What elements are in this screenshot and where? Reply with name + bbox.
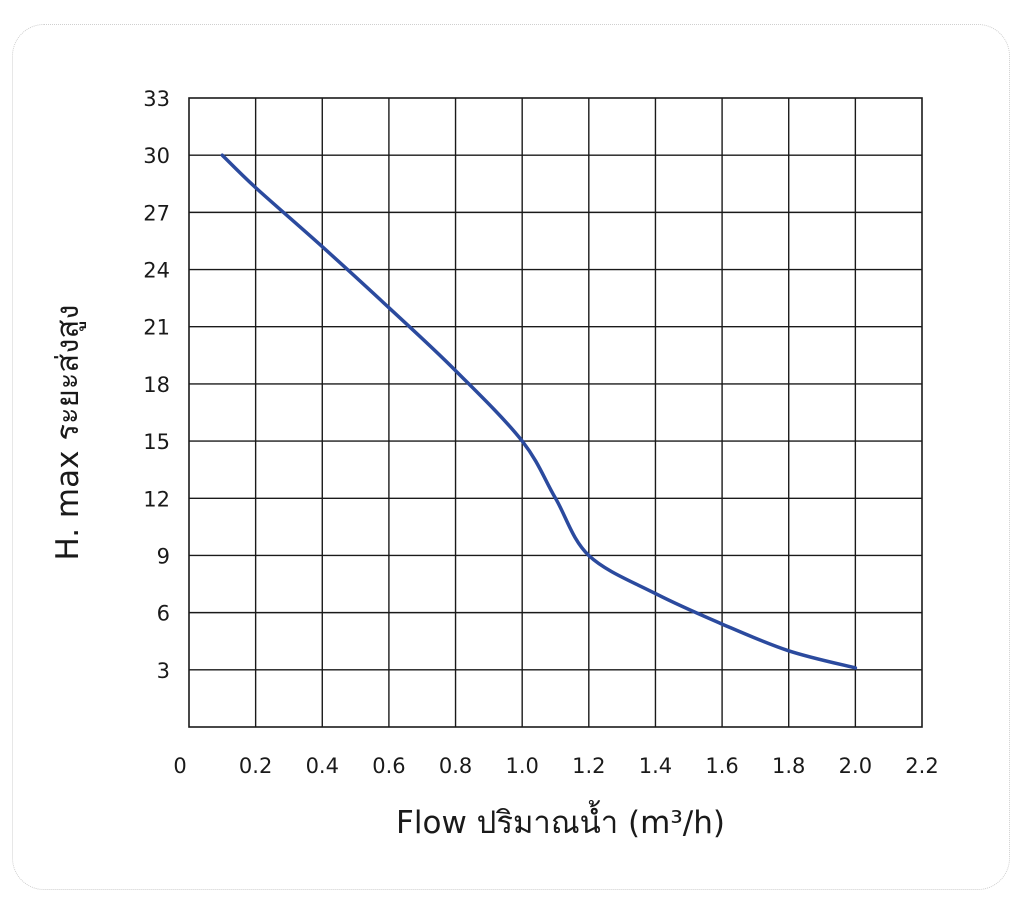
x-axis-title: Flow ปริมาณน้ำ (m³/h) [396,800,725,841]
y-tick-label: 18 [143,373,170,397]
y-tick-label: 15 [143,430,170,454]
x-axis-ticks: 0 0.2 0.4 0.6 0.8 1.0 1.2 1.4 1.6 1.8 2.0 2.2 [173,754,938,778]
y-tick-label: 6 [157,602,170,626]
y-tick-label: 12 [143,487,170,511]
y-tick-label: 24 [143,259,170,283]
x-tick-label: 0.8 [439,754,472,778]
y-tick-label: 27 [143,201,170,225]
x-tick-label: 2.0 [839,754,872,778]
y-tick-label: 9 [157,544,170,568]
x-tick-label: 1.2 [572,754,605,778]
y-tick-label: 3 [157,659,170,683]
y-tick-label: 30 [143,144,170,168]
chart-card [12,24,1010,890]
x-tick-label: 1.4 [639,754,672,778]
x-tick-label: 2.2 [905,754,938,778]
y-tick-label: 21 [143,316,170,340]
y-axis-ticks: 3 6 9 12 15 18 21 24 27 30 33 [143,87,170,683]
plot-frame [188,97,923,728]
x-tick-label: 1.8 [772,754,805,778]
x-tick-label: 0.4 [306,754,339,778]
x-tick-label: 0.2 [239,754,272,778]
x-tick-label: 1.6 [705,754,738,778]
series-line [220,153,858,670]
x-tick-label: 0 [173,754,186,778]
y-axis-title: H. max ระยะส่งสูง [50,304,86,560]
chart-grid [189,98,922,727]
x-tick-label: 1.0 [505,754,538,778]
x-tick-label: 0.6 [372,754,405,778]
y-tick-label: 33 [143,87,170,111]
